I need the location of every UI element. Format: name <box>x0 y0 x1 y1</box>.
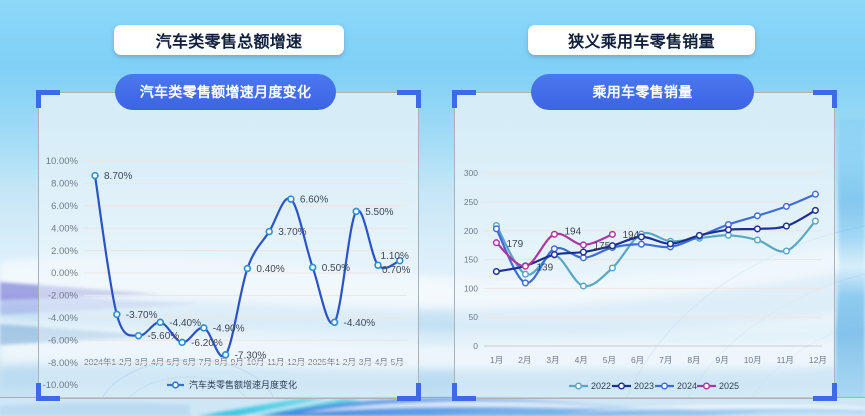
svg-text:250: 250 <box>464 197 478 207</box>
svg-text:10.00%: 10.00% <box>46 156 79 167</box>
svg-text:汽车类零售额增速月度变化: 汽车类零售额增速月度变化 <box>189 379 297 390</box>
svg-text:-4.00%: -4.00% <box>48 313 79 324</box>
svg-text:50: 50 <box>469 312 479 322</box>
svg-text:1.10%: 1.10% <box>381 251 409 262</box>
svg-text:6.60%: 6.60% <box>300 195 328 206</box>
svg-text:0.40%: 0.40% <box>256 264 284 275</box>
svg-text:2025: 2025 <box>719 381 739 391</box>
svg-text:-5.60%: -5.60% <box>148 331 180 342</box>
svg-text:-3.70%: -3.70% <box>126 310 158 321</box>
svg-text:-4.90%: -4.90% <box>213 323 245 334</box>
svg-text:179: 179 <box>507 239 524 250</box>
svg-text:175: 175 <box>594 241 611 252</box>
svg-text:0: 0 <box>473 341 478 351</box>
svg-text:200: 200 <box>464 226 478 236</box>
svg-text:2023: 2023 <box>634 381 654 391</box>
svg-text:-6.20%: -6.20% <box>191 338 223 349</box>
svg-text:300: 300 <box>464 168 478 178</box>
svg-text:4.00%: 4.00% <box>51 223 78 234</box>
svg-text:0.50%: 0.50% <box>322 263 350 274</box>
svg-text:6.00%: 6.00% <box>51 201 78 212</box>
svg-text:2.00%: 2.00% <box>51 246 78 257</box>
svg-text:139: 139 <box>537 263 554 274</box>
svg-text:-10.00%: -10.00% <box>43 380 79 391</box>
svg-text:0.70%: 0.70% <box>382 265 410 276</box>
svg-text:2024: 2024 <box>677 381 697 391</box>
svg-text:150: 150 <box>464 255 478 265</box>
svg-text:-6.00%: -6.00% <box>48 335 79 346</box>
svg-text:194: 194 <box>565 227 582 238</box>
svg-text:0.00%: 0.00% <box>51 268 78 279</box>
svg-text:-8.00%: -8.00% <box>48 358 79 369</box>
svg-text:-7.30%: -7.30% <box>235 350 267 361</box>
svg-text:-2.00%: -2.00% <box>48 291 79 302</box>
svg-text:-4.40%: -4.40% <box>344 318 376 329</box>
svg-text:5.50%: 5.50% <box>365 207 393 218</box>
svg-text:8.70%: 8.70% <box>104 171 132 182</box>
svg-text:8.00%: 8.00% <box>51 179 78 190</box>
svg-text:-4.40%: -4.40% <box>169 318 201 329</box>
svg-text:100: 100 <box>464 283 478 293</box>
svg-text:194: 194 <box>623 230 640 241</box>
svg-text:3.70%: 3.70% <box>278 227 306 238</box>
svg-text:2022: 2022 <box>591 381 611 391</box>
